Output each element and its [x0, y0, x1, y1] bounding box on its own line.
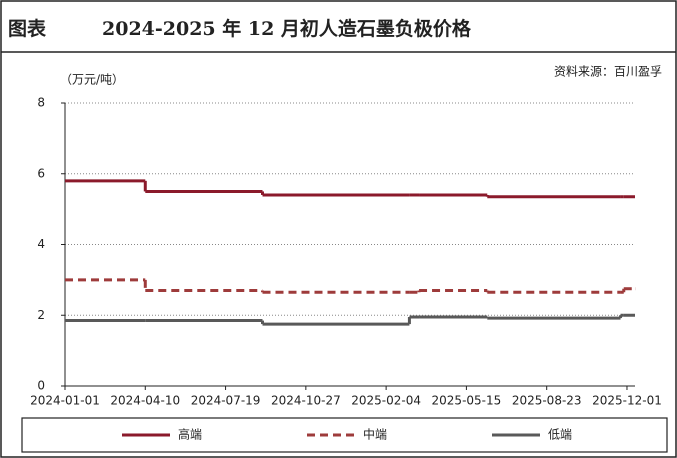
y-tick-label: 8 — [37, 96, 45, 110]
x-tick-label: 2025-02-04 — [351, 394, 421, 408]
y-tick-label: 0 — [37, 379, 45, 393]
legend-box — [21, 417, 668, 453]
source: 资料来源：百川盈孚 — [554, 65, 662, 79]
legend-label: 中端 — [363, 427, 387, 442]
x-tick-label: 2024-01-01 — [30, 394, 100, 408]
y-axis-label: （万元/吨） — [60, 73, 124, 87]
y-tick-label: 6 — [37, 166, 45, 180]
x-tick-label: 2025-08-23 — [512, 394, 582, 408]
chart-title: 2024-2025 年 12 月初人造石墨负极价格 — [102, 17, 472, 40]
x-tick-label: 2024-04-10 — [110, 394, 180, 408]
y-tick-label: 2 — [37, 308, 45, 322]
x-tick-label: 2025-05-15 — [432, 394, 502, 408]
y-tick-label: 4 — [37, 237, 45, 251]
legend-label: 低端 — [548, 428, 572, 442]
x-tick-label: 2025-12-01 — [592, 394, 662, 408]
legend-label: 高端 — [178, 427, 202, 442]
x-tick-label: 2024-07-19 — [191, 394, 261, 408]
chart-label: 图表 — [8, 17, 47, 40]
x-tick-label: 2024-10-27 — [271, 394, 341, 408]
